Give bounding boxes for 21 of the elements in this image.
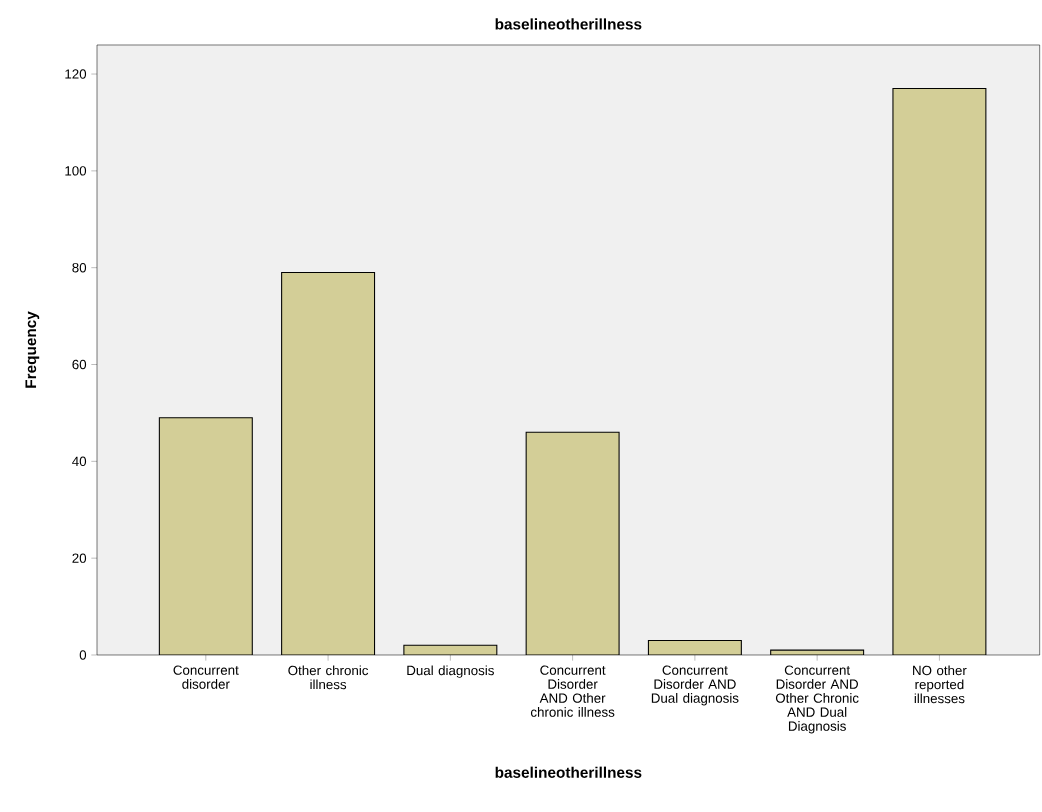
x-tick-label: Concurrent Disorder AND Other Chronic AND Dual Diagnosis	[775, 665, 859, 734]
y-tick-label: 60	[72, 359, 87, 370]
x-tick-label: Other chronic illness	[288, 665, 369, 690]
y-tick-label: 20	[72, 553, 87, 563]
x-tick-label: Concurrent Disorder AND Dual diagnosis	[651, 665, 739, 706]
bar	[159, 417, 253, 655]
x-tick-label: Dual diagnosis	[407, 665, 494, 678]
x-tick-label: NO other reported illnesses	[913, 665, 967, 704]
y-tick-label: 40	[72, 456, 87, 467]
y-tick-label: 120	[65, 69, 87, 79]
x-tick-label: Concurrent Disorder AND Other chronic illness	[530, 665, 615, 717]
bar	[892, 88, 987, 655]
y-tick-label: 80	[72, 262, 87, 273]
y-tick-label: 0	[79, 650, 87, 660]
chart-title: baselineotherillness	[495, 18, 642, 30]
y-axis-title: Frequency	[25, 311, 40, 388]
y-tick-label: 100	[65, 166, 87, 176]
x-tick-label: Concurrent disorder	[173, 665, 239, 689]
bar	[526, 432, 620, 655]
x-axis-title: baselineotherillness	[495, 766, 642, 778]
bar	[281, 272, 375, 655]
